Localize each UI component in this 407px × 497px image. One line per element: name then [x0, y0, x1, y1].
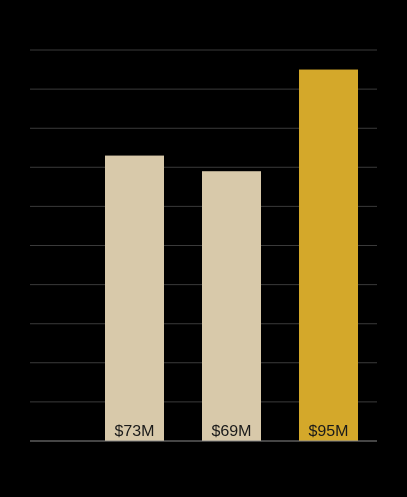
data-label-3: $95M [308, 423, 348, 440]
bar-2 [202, 171, 261, 441]
bar-3 [299, 69, 358, 442]
bar-1 [105, 155, 164, 441]
bars [105, 69, 358, 442]
data-label-1: $73M [114, 423, 154, 440]
data-label-2: $69M [211, 423, 251, 440]
data-labels: $73M $69M $95M [114, 423, 348, 440]
